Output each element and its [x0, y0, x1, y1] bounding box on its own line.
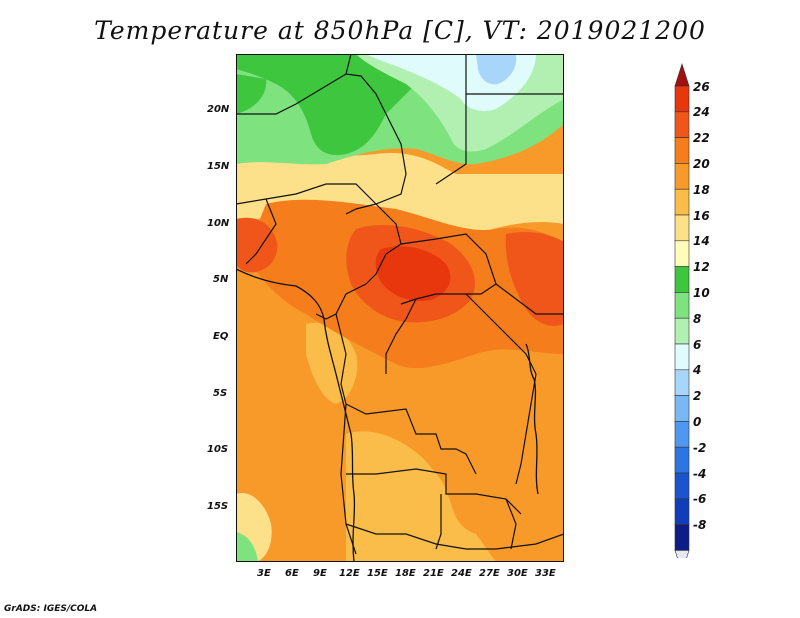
colorbar-segment [674, 188, 690, 216]
colorbar-label: -6 [693, 492, 707, 507]
lon-label: 30E [507, 568, 528, 579]
colorbar-segment [674, 395, 690, 422]
colorbar-label: 8 [693, 311, 702, 326]
lon-label: 6E [285, 568, 299, 579]
lon-label: 21E [423, 568, 444, 579]
lat-label: 10S [207, 444, 229, 455]
colorbar-label: 0 [693, 414, 702, 429]
lat-label: 5S [213, 388, 228, 399]
colorbar-segment [674, 240, 690, 267]
lat-label: 5N [213, 274, 229, 285]
lat-label: EQ [213, 331, 229, 342]
colorbar-label: 22 [693, 131, 710, 146]
colorbar-label: 24 [693, 105, 710, 120]
field-sahel [236, 153, 564, 234]
lon-label: 33E [535, 568, 556, 579]
temperature-map [236, 54, 564, 562]
field-east-hot [505, 231, 564, 326]
lon-label: 12E [339, 568, 360, 579]
lon-label: 3E [257, 568, 271, 579]
field-hot-core-inner [375, 246, 451, 302]
colorbar-label: -4 [693, 466, 707, 481]
colorbar-segment [674, 85, 690, 113]
lat-label: 10N [207, 218, 230, 229]
colorbar-label: 18 [693, 182, 710, 197]
map-panel [236, 54, 564, 562]
colorbar-segment [674, 111, 690, 138]
field-west-hot [236, 217, 278, 273]
colorbar-label: 2 [693, 389, 702, 404]
colorbar-segment [674, 317, 690, 345]
map-frame [236, 54, 564, 562]
colorbar-segment [674, 163, 690, 190]
colorbar-segment [674, 421, 690, 448]
lon-label: 9E [313, 568, 327, 579]
field-southwest-green [236, 532, 258, 562]
lat-label: 15S [207, 501, 229, 512]
lat-label: 20N [207, 104, 230, 115]
colorbar-label: 6 [693, 337, 702, 352]
map-title: Temperature at 850hPa [C], VT: 201902120… [94, 16, 706, 45]
colorbar [674, 63, 690, 558]
lon-label: 27E [479, 568, 500, 579]
lon-label: 24E [451, 568, 472, 579]
field-north-blue [476, 54, 517, 85]
colorbar-segment [674, 343, 690, 371]
colorbar-label: 14 [693, 234, 710, 249]
colorbar-top-arrow [674, 63, 690, 87]
colorbar-label: -2 [693, 440, 707, 455]
country-borders [236, 54, 564, 555]
colorbar-segment [674, 292, 690, 319]
colorbar-segment [674, 524, 690, 551]
colorbar-bottom-arrow [674, 550, 690, 558]
credit-text: GrADS: IGES/COLA [4, 604, 98, 614]
lat-label: 15N [207, 161, 230, 172]
field-congo-west [306, 322, 358, 404]
colorbar-label: 16 [693, 208, 710, 223]
colorbar-segment [674, 266, 690, 293]
colorbar-segment [674, 369, 690, 396]
colorbar-label: 4 [693, 363, 702, 378]
colorbar-segment [674, 137, 690, 164]
colorbar-label: 26 [693, 79, 710, 94]
lon-label: 18E [395, 568, 416, 579]
field-northwest-green [236, 74, 267, 114]
colorbar-segment [674, 214, 690, 242]
colorbar-label: 12 [693, 260, 710, 275]
colorbar-segment [674, 498, 690, 525]
colorbar-segment [674, 472, 690, 500]
colorbar-label: 20 [693, 156, 710, 171]
colorbar-label: -8 [693, 518, 707, 533]
coastline [236, 268, 539, 562]
colorbar-label: 10 [693, 285, 710, 300]
field-north-darkgreen [236, 54, 446, 156]
colorbar-segment [674, 446, 690, 474]
field-south-cool [346, 431, 496, 562]
lon-label: 15E [367, 568, 388, 579]
